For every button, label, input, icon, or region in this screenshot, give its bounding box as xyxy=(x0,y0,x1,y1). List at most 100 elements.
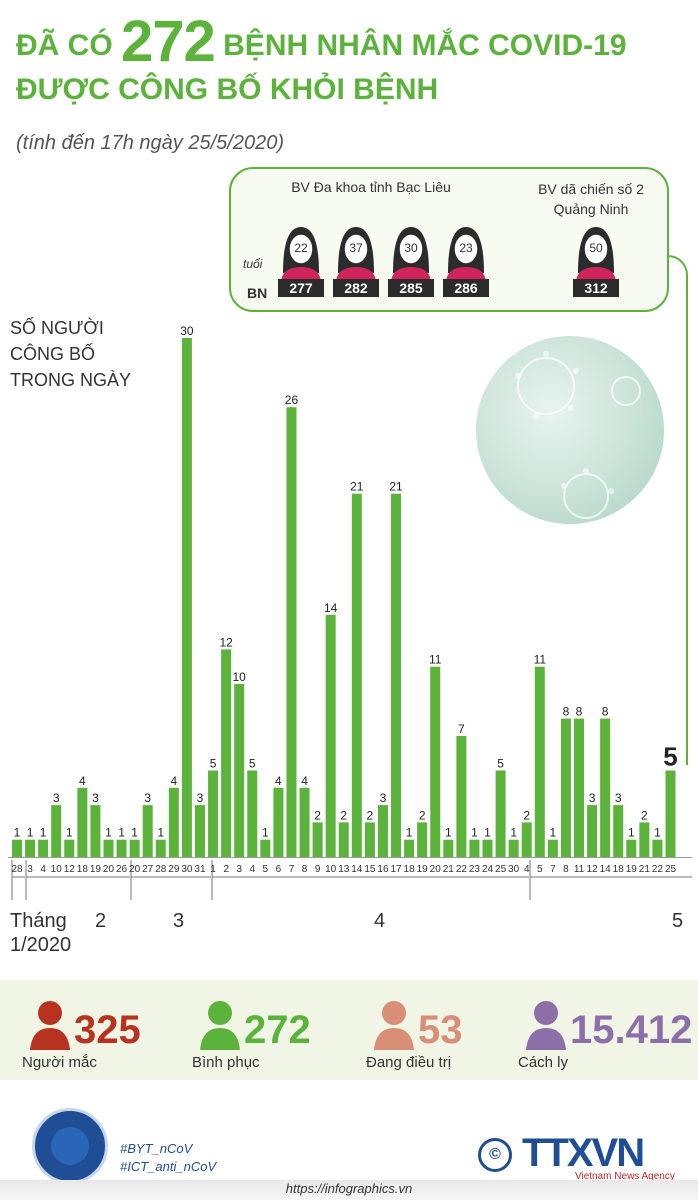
bar xyxy=(25,839,36,857)
x-tick-label: 12 xyxy=(587,864,599,875)
bar xyxy=(469,839,480,857)
x-tick-label: 14 xyxy=(351,864,363,875)
stat-label: Cách ly xyxy=(518,1054,569,1071)
bar xyxy=(639,822,650,857)
x-tick-label: 7 xyxy=(289,864,295,875)
bar-value-label: 7 xyxy=(458,722,465,736)
month-label-3: 3 xyxy=(173,910,185,932)
bar xyxy=(364,822,375,857)
bar-value-label: 21 xyxy=(350,480,364,494)
bar xyxy=(129,839,140,857)
bar-value-label: 1 xyxy=(550,826,557,840)
bar-value-label: 1 xyxy=(14,826,21,840)
bar xyxy=(181,338,192,857)
agency-logo: TTXVN xyxy=(522,1131,645,1175)
patient-figure: 23 286 xyxy=(442,221,490,301)
x-tick-label: 12 xyxy=(64,864,76,875)
bar xyxy=(547,839,558,857)
bar xyxy=(443,839,454,857)
x-tick-label: 5 xyxy=(537,864,543,875)
bar-value-label: 4 xyxy=(79,774,86,788)
subtitle: (tính đến 17h ngày 25/5/2020) xyxy=(16,132,284,154)
bar xyxy=(77,787,88,857)
bar xyxy=(613,805,624,857)
bar xyxy=(495,770,506,857)
x-tick-label: 18 xyxy=(77,864,89,875)
bar-value-label: 1 xyxy=(105,826,112,840)
bar xyxy=(521,822,532,857)
bar xyxy=(456,735,467,857)
bar-value-label: 2 xyxy=(641,808,648,822)
caduceus-icon xyxy=(51,1127,89,1165)
x-tick-label: 3 xyxy=(236,864,242,875)
x-tick-label: 30 xyxy=(181,864,193,875)
hospital-2-line-1: BV dã chiến số 2 xyxy=(538,181,644,197)
bar-value-label: 1 xyxy=(40,826,47,840)
stat-number: 325 xyxy=(74,1008,141,1052)
x-tick-label: 29 xyxy=(168,864,180,875)
bar-value-label: 4 xyxy=(301,774,308,788)
bar xyxy=(325,614,336,857)
bar xyxy=(12,839,22,857)
patient-id: 286 xyxy=(443,279,489,297)
x-tick-label: 28 xyxy=(155,864,167,875)
bar xyxy=(600,718,611,857)
bar-value-label: 4 xyxy=(275,774,282,788)
copyright-icon: © xyxy=(478,1138,512,1172)
bar xyxy=(38,839,49,857)
hospital-1-label: BV Đa khoa tỉnh Bạc Liêu xyxy=(291,179,451,195)
patient-id: 282 xyxy=(333,279,379,297)
bar-value-label: 3 xyxy=(197,791,204,805)
stat-label: Người mắc xyxy=(22,1054,97,1071)
hashtags: #BYT_nCoV #ICT_anti_nCoV xyxy=(120,1140,216,1176)
bar-value-label: 1 xyxy=(118,826,125,840)
title-line-1: ĐÃ CÓ 272 BỆNH NHÂN MẮC COVID-19 xyxy=(16,13,686,71)
bar-value-label: 3 xyxy=(53,791,60,805)
bar xyxy=(142,805,153,857)
patient-age: 37 xyxy=(349,241,363,255)
x-tick-label: 20 xyxy=(430,864,442,875)
x-tick-label: 11 xyxy=(574,864,585,875)
bar-value-label: 1 xyxy=(262,826,269,840)
bar xyxy=(351,493,362,857)
bar-value-label: 12 xyxy=(219,635,233,649)
x-tick-label: 27 xyxy=(142,864,154,875)
bar-value-label: 21 xyxy=(389,480,403,494)
x-tick-label: 20 xyxy=(129,864,141,875)
x-tick-label: 31 xyxy=(194,864,206,875)
x-tick-label: 28 xyxy=(11,864,23,875)
bar-value-label: 1 xyxy=(27,826,34,840)
month-label-5: 5 xyxy=(672,910,684,932)
title-number: 272 xyxy=(121,9,216,74)
x-tick-label: 15 xyxy=(364,864,376,875)
x-tick-label: 25 xyxy=(665,864,677,875)
bar-value-label: 2 xyxy=(523,808,530,822)
header: ĐÃ CÓ 272 BỆNH NHÂN MẮC COVID-19 ĐƯỢC CÔ… xyxy=(16,13,686,110)
bar xyxy=(338,822,349,857)
patients-box: BV Đa khoa tỉnh Bạc Liêu BV dã chiến số … xyxy=(229,167,669,312)
bar-value-label: 3 xyxy=(144,791,151,805)
stat-label: Bình phục xyxy=(192,1054,260,1071)
bar xyxy=(574,718,585,857)
patient-figure: 30 285 xyxy=(387,221,435,301)
x-tick-label: 21 xyxy=(639,864,651,875)
bar xyxy=(155,839,166,857)
woman-icon xyxy=(281,227,321,281)
bar xyxy=(168,787,179,857)
bar-value-label: 1 xyxy=(628,826,635,840)
bar xyxy=(652,839,663,857)
title-prefix: ĐÃ CÓ xyxy=(16,29,113,62)
bar-value-label: 8 xyxy=(602,705,609,719)
stat-number: 53 xyxy=(418,1008,463,1052)
patient-id: 312 xyxy=(573,279,619,297)
ministry-of-health-logo xyxy=(32,1108,108,1184)
x-tick-label: 18 xyxy=(404,864,416,875)
x-tick-label: 17 xyxy=(390,864,402,875)
age-label: tuổi xyxy=(243,257,263,271)
bar xyxy=(90,805,101,857)
x-tick-label: 20 xyxy=(103,864,115,875)
x-tick-label: 14 xyxy=(600,864,612,875)
hospital-2-line-2: Quảng Ninh xyxy=(553,201,629,217)
bar xyxy=(560,718,571,857)
bar-value-label: 8 xyxy=(576,705,583,719)
